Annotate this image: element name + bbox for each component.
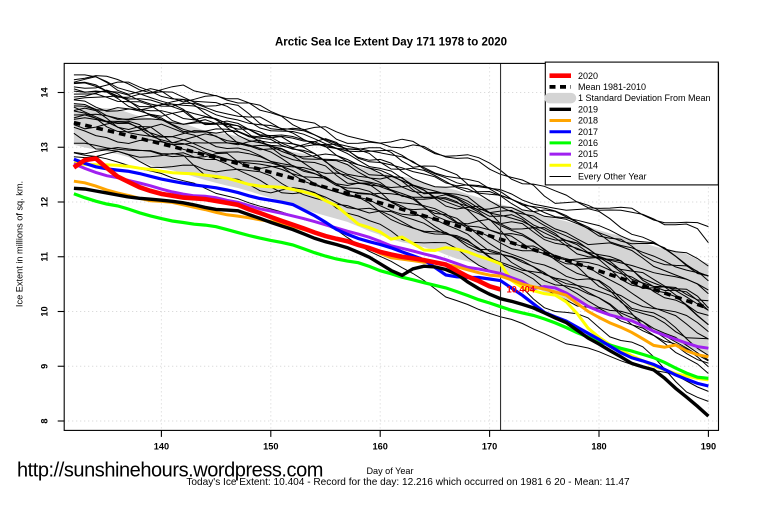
svg-text:2019: 2019 <box>578 104 598 114</box>
svg-text:190: 190 <box>701 442 716 452</box>
svg-text:12: 12 <box>40 197 50 207</box>
svg-text:Day of Year: Day of Year <box>366 466 413 476</box>
svg-text:8: 8 <box>40 418 50 423</box>
svg-text:170: 170 <box>482 442 497 452</box>
svg-text:2020: 2020 <box>578 71 598 81</box>
svg-text:160: 160 <box>373 442 388 452</box>
svg-text:180: 180 <box>591 442 606 452</box>
svg-text:10.404: 10.404 <box>507 285 536 295</box>
svg-text:2016: 2016 <box>578 138 598 148</box>
svg-text:Arctic Sea Ice Extent Day 171: Arctic Sea Ice Extent Day 171 1978 to 20… <box>275 37 507 49</box>
svg-text:2017: 2017 <box>578 127 598 137</box>
svg-text:10: 10 <box>40 306 50 316</box>
svg-text:14: 14 <box>40 87 50 98</box>
svg-text:11: 11 <box>40 252 50 262</box>
svg-text:13: 13 <box>40 142 50 152</box>
svg-text:1 Standard Deviation From Mean: 1 Standard Deviation From Mean <box>578 93 711 103</box>
svg-text:9: 9 <box>40 364 50 369</box>
svg-text:Ice Extent in millions of sq.: Ice Extent in millions of sq. km. <box>15 181 25 307</box>
svg-text:2018: 2018 <box>578 116 598 126</box>
svg-text:140: 140 <box>154 442 169 452</box>
svg-text:2015: 2015 <box>578 149 598 159</box>
svg-text:2014: 2014 <box>578 160 598 170</box>
svg-text:Every Other Year: Every Other Year <box>578 172 647 182</box>
svg-text:http://sunshinehours.wordpress: http://sunshinehours.wordpress.com <box>17 460 323 482</box>
svg-text:Today's Ice Extent: 10.404 -: Today's Ice Extent: 10.404 - Record for … <box>186 477 630 488</box>
svg-text:150: 150 <box>263 442 278 452</box>
svg-text:Mean 1981-2010: Mean 1981-2010 <box>578 82 646 92</box>
